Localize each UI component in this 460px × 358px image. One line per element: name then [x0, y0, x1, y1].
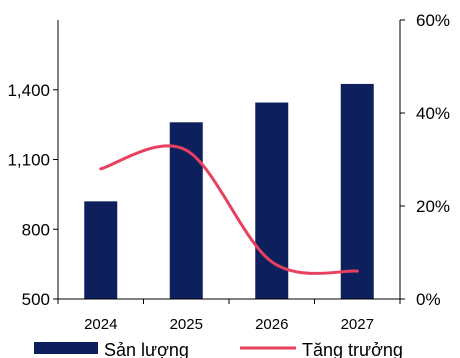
legend-bar-label: Sản lượng [104, 340, 189, 358]
legend-line-label: Tăng trưởng [302, 340, 403, 358]
category-label: 2024 [84, 316, 117, 333]
category-label: 2026 [255, 316, 288, 333]
legend: Sản lượng Tăng trưởng [34, 340, 403, 358]
category-label: 2027 [341, 316, 374, 333]
left-tick-label: 1,100 [7, 151, 50, 170]
left-tick-label: 1,400 [7, 81, 50, 100]
category-axis-ticks: 2024 2025 2026 2027 [57, 299, 401, 333]
right-tick-label: 40% [416, 104, 450, 123]
growth-line [99, 144, 359, 275]
bar-2027 [340, 83, 374, 299]
right-tick-label: 60% [416, 11, 450, 30]
right-tick-label: 0% [416, 290, 441, 309]
left-tick-label: 800 [22, 220, 50, 239]
left-tick-label: 500 [22, 290, 50, 309]
legend-bar-swatch [34, 342, 98, 354]
left-axis-ticks: 500 800 1,100 1,400 [7, 81, 58, 309]
right-axis-ticks: 0% 20% 40% 60% [400, 11, 450, 309]
category-label: 2025 [170, 316, 203, 333]
bars-layer [84, 83, 374, 299]
line-layer [99, 144, 359, 275]
right-tick-label: 20% [416, 197, 450, 216]
bar-2024 [84, 201, 118, 299]
